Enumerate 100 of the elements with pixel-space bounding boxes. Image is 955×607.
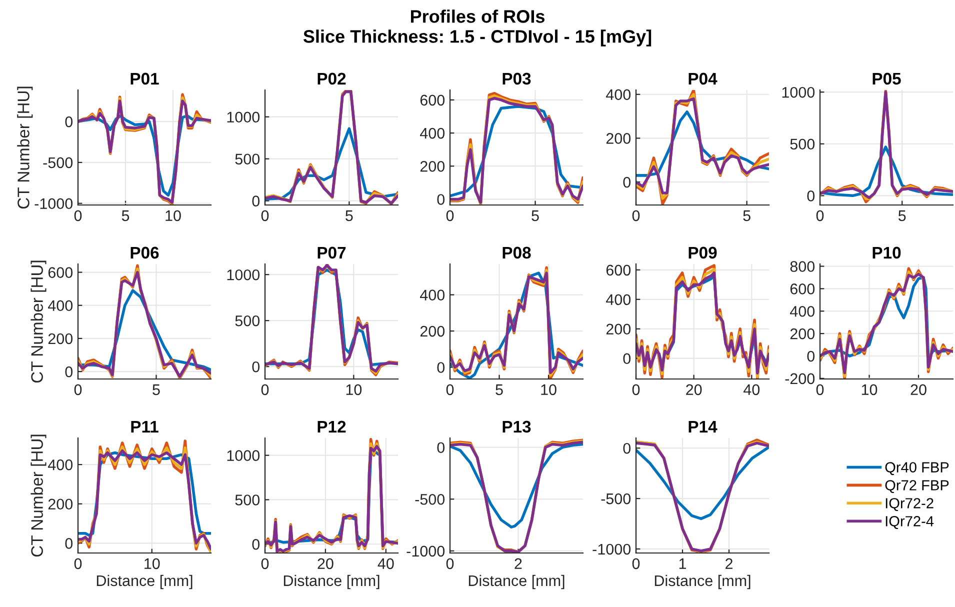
chart-title: P03 [502, 72, 531, 85]
x-tick-label: 10 [166, 210, 181, 222]
chart-title: P12 [318, 420, 346, 432]
y-tick-label: 1000 [227, 269, 260, 280]
x-tick-label: 0 [816, 384, 824, 396]
chart-title: P09 [688, 246, 717, 259]
x-tick-label: 0 [261, 558, 269, 570]
x-tick-label: 5 [496, 384, 503, 396]
x-tick-label: 0 [632, 558, 640, 570]
y-tick-label: 0 [623, 176, 631, 188]
y-tick-label: -1000 [592, 544, 631, 555]
chart-title: P14 [688, 420, 718, 432]
x-tick-label: 0 [632, 384, 640, 396]
text: Slice Thickness: 1.5 - CTDIvol - 15 [mGy] [303, 30, 652, 46]
y-tick-label: -500 [601, 493, 631, 504]
y-tick-label: 200 [420, 160, 445, 172]
x-tick-label: 20 [910, 384, 926, 396]
legend-label: Qr72 FBP [885, 480, 949, 494]
y-tick-label: 600 [48, 267, 73, 278]
chart-title: P04 [688, 72, 718, 85]
y-tick-label: 200 [790, 328, 815, 340]
x-tick-label: 20 [686, 384, 702, 396]
y-tick-label: 0 [252, 538, 260, 550]
x-tick-label: 0 [816, 210, 824, 222]
y-tick-label: 0 [65, 116, 73, 128]
chart-title: P11 [131, 420, 158, 432]
y-tick-label: 0 [623, 442, 631, 454]
x-tick-label: 0 [261, 384, 269, 396]
x-tick-label: 10 [144, 558, 160, 570]
x-tick-label: 20 [318, 558, 334, 570]
y-tick-label: 800 [790, 261, 815, 272]
x-axis-title: Distance [mm] [284, 574, 380, 590]
chart-title: P01 [130, 72, 159, 85]
x-axis-title: Distance [mm] [96, 574, 192, 590]
y-tick-label: 0 [252, 196, 260, 206]
y-tick-label: 500 [235, 315, 260, 326]
text: Profiles of ROIs [410, 10, 544, 23]
y-tick-label: 400 [420, 290, 445, 300]
x-axis-title: Distance [mm] [468, 574, 564, 590]
y-tick-label: 400 [790, 306, 815, 317]
y-tick-label: 1000 [227, 450, 260, 462]
x-tick-label: 0 [74, 384, 82, 396]
x-tick-label: 5 [743, 210, 750, 222]
legend-label: IQr72-4 [886, 516, 934, 529]
y-tick-label: 200 [48, 333, 73, 344]
x-tick-label: 10 [541, 384, 556, 396]
y-tick-label: -200 [785, 373, 815, 384]
x-tick-label: 0 [446, 384, 454, 396]
x-tick-label: 0 [632, 210, 640, 222]
chart-title: P02 [318, 72, 346, 85]
x-tick-label: 0 [74, 210, 82, 222]
chart-title: P07 [318, 246, 346, 259]
y-tick-label: -500 [415, 494, 445, 505]
y-tick-label: 200 [606, 133, 631, 144]
x-axis-title: Distance [mm] [654, 574, 750, 590]
x-tick-label: 2 [726, 558, 732, 569]
x-tick-label: 5 [152, 384, 160, 396]
chart-title: P08 [502, 246, 531, 259]
x-tick-label: 5 [898, 210, 906, 222]
x-tick-label: 5 [122, 210, 130, 222]
y-tick-label: 200 [606, 324, 631, 335]
y-tick-label: 0 [437, 194, 445, 205]
y-tick-label: 0 [807, 350, 815, 362]
x-tick-label: 2 [514, 558, 522, 569]
y-tick-label: 400 [48, 459, 73, 470]
x-tick-label: 10 [862, 384, 878, 396]
y-axis-title: CT Number [HU] [30, 434, 46, 557]
legend-label: IQr72-2 [886, 498, 934, 512]
y-tick-label: 600 [790, 284, 815, 294]
x-tick-label: 40 [744, 384, 760, 396]
x-tick-label: 5 [346, 210, 353, 222]
y-tick-label: -500 [43, 157, 73, 168]
y-tick-label: 0 [65, 538, 73, 549]
y-tick-label: 500 [235, 154, 260, 165]
x-tick-label: 1 [679, 558, 686, 569]
x-tick-label: 0 [74, 558, 82, 570]
y-tick-label: 500 [790, 138, 815, 150]
y-tick-label: 0 [65, 366, 73, 378]
y-axis-title: CT Number [HU] [17, 86, 33, 209]
legend-label: Qr40 FBP [885, 462, 949, 476]
x-tick-label: 0 [446, 210, 454, 222]
chart-title: P05 [872, 72, 901, 85]
y-tick-label: 1000 [227, 112, 260, 123]
y-tick-label: 0 [252, 361, 260, 372]
chart-title: P10 [872, 246, 901, 259]
y-tick-label: 0 [623, 353, 631, 364]
chart-title: P06 [130, 246, 159, 259]
x-tick-label: 40 [378, 558, 394, 570]
chart-title: P13 [502, 420, 531, 433]
y-tick-label: 400 [420, 128, 445, 139]
y-tick-label: 0 [437, 362, 445, 373]
y-tick-label: 1000 [782, 86, 815, 98]
y-tick-label: 0 [807, 190, 815, 202]
y-tick-label: -1000 [34, 198, 73, 210]
y-tick-label: 200 [420, 326, 445, 337]
y-tick-label: -1000 [406, 546, 445, 557]
y-tick-label: 400 [606, 294, 631, 306]
y-tick-label: 500 [235, 494, 260, 506]
y-tick-label: 0 [437, 442, 445, 454]
y-tick-label: 400 [48, 300, 73, 312]
